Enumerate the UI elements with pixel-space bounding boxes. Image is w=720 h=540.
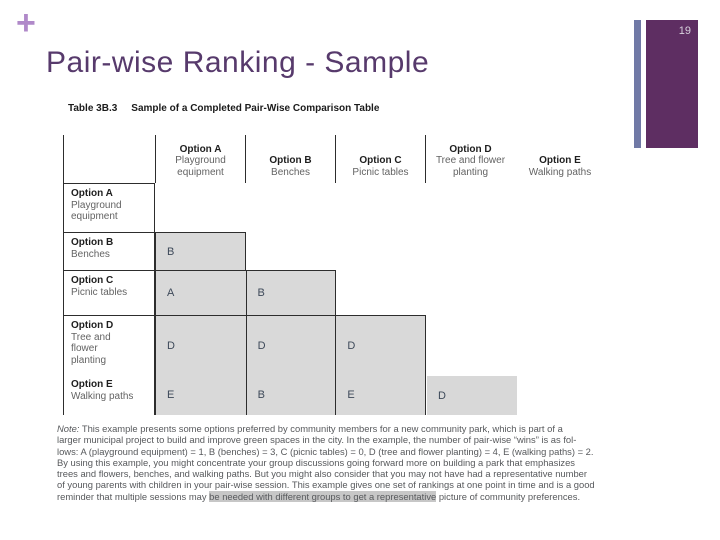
- table-note: Note: This example presents some options…: [57, 423, 619, 502]
- winner-cell: B: [245, 271, 336, 315]
- col-header-name: Option D: [449, 143, 492, 155]
- winner-cell: D: [438, 389, 446, 402]
- winner-cell: D: [167, 339, 175, 352]
- row-header-option-e: Option E Walking paths: [63, 375, 155, 415]
- row-header-desc: Walking paths: [71, 390, 134, 402]
- result-column: D E: [335, 316, 425, 415]
- table-caption: Table 3B.3 Sample of a Completed Pair-Wis…: [68, 103, 379, 114]
- col-header-name: Option A: [179, 143, 222, 155]
- row-header-name: Option E: [71, 379, 113, 390]
- row-header-option-d: Option D Tree and flower planting: [63, 315, 155, 375]
- result-row-e-col-d: D: [427, 376, 517, 415]
- row-header-name: Option A: [71, 188, 113, 199]
- plus-icon: +: [16, 4, 36, 42]
- winner-cell: A: [167, 287, 175, 299]
- note-line: trees and flowers, benches, and walking …: [57, 468, 587, 480]
- row-header-desc: Benches: [71, 248, 110, 260]
- note-line: reminder that multiple sessions may be n…: [57, 490, 581, 502]
- note-line: lows: A (playground equipment) = 1, B (b…: [57, 445, 594, 457]
- col-header-option-a: Option A Playground equipment: [155, 135, 245, 183]
- col-header-option-b: Option B Benches: [245, 135, 335, 183]
- row-header-name: Option B: [71, 237, 114, 248]
- col-header-name: Option C: [359, 155, 402, 166]
- result-column: D B: [245, 316, 336, 415]
- winner-cell: D: [257, 339, 266, 352]
- col-header-name: Option B: [269, 155, 312, 166]
- note-line: of young parents with children in your p…: [57, 479, 595, 491]
- winner-cell: D: [347, 339, 356, 352]
- table-caption-text: Sample of a Completed Pair-Wise Comparis…: [131, 103, 380, 114]
- note-line: larger municipal project to build and im…: [57, 434, 577, 446]
- slide-number-panel: 19: [646, 20, 698, 148]
- winner-cell: E: [347, 389, 355, 401]
- row-header-name: Option D: [71, 320, 114, 331]
- slide-number: 19: [678, 25, 691, 37]
- col-header-desc: Walking paths: [528, 166, 592, 178]
- col-header-desc: Tree and flower planting: [435, 155, 506, 178]
- col-header-desc: Playground equipment: [175, 155, 226, 178]
- winner-cell: B: [167, 245, 175, 258]
- col-header-option-d: Option D Tree and flower planting: [425, 135, 515, 183]
- row-header-desc: Playground equipment: [71, 199, 122, 223]
- col-header-option-c: Option C Picnic tables: [335, 135, 425, 183]
- note-line: By using this example, you might concent…: [57, 456, 575, 468]
- row-header-name: Option C: [71, 275, 114, 286]
- row-header-desc: Tree and flower planting: [71, 331, 111, 366]
- table-caption-label: Table 3B.3: [68, 103, 118, 114]
- result-column: D E: [156, 316, 246, 415]
- col-header-option-e: Option E Walking paths: [515, 135, 605, 183]
- row-header-option-c: Option C Picnic tables: [63, 270, 155, 315]
- result-row-b: B: [155, 232, 246, 271]
- highlighted-text: be needed with different groups to get a…: [209, 490, 437, 502]
- col-header-desc: Benches: [271, 166, 310, 178]
- col-header-empty: [63, 135, 155, 183]
- winner-cell: B: [257, 389, 266, 401]
- row-header-option-b: Option B Benches: [63, 232, 155, 270]
- row-header-desc: Picnic tables: [71, 286, 128, 298]
- col-header-name: Option E: [539, 155, 581, 166]
- slide-title: Pair-wise Ranking - Sample: [46, 46, 430, 79]
- note-label: Note:: [57, 423, 80, 434]
- result-rows-d-e: D E D B D E: [155, 315, 426, 415]
- note-line: Note: This example presents some options…: [57, 423, 563, 434]
- sidebar-accent-bar: [634, 20, 641, 148]
- result-row-c: A B: [155, 270, 336, 315]
- row-header-option-a: Option A Playground equipment: [63, 183, 155, 232]
- col-header-desc: Picnic tables: [352, 166, 409, 178]
- winner-cell: E: [167, 389, 175, 401]
